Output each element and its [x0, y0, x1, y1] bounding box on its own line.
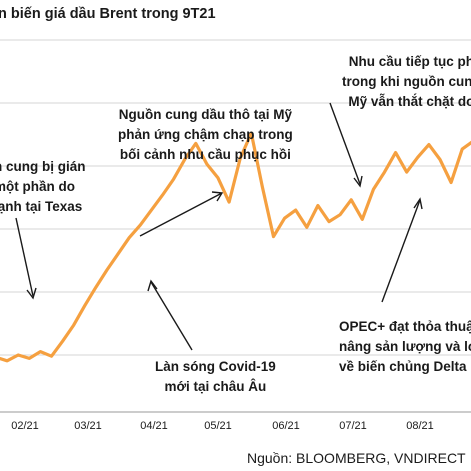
- annotation-covid: Làn sóng Covid-19 mới tại châu Âu: [155, 357, 276, 397]
- annotation-demand-line-3: Mỹ vẫn thắt chặt do: [348, 94, 471, 109]
- arrow-texas: [15, 217, 34, 297]
- arrow-opec: [381, 199, 421, 303]
- annotation-covid-line-1: Làn sóng Covid-19: [155, 359, 276, 374]
- source-note: Nguồn: BLOOMBERG, VNDIRECT: [247, 450, 466, 466]
- annotation-opec-line-1: OPEC+ đạt thỏa thuận: [339, 319, 471, 334]
- x-tick-label: 08/21: [406, 420, 434, 432]
- annotation-texas-line-1: n cung bị gián: [0, 159, 86, 174]
- arrow-demand: [329, 102, 361, 185]
- arrow-us-supply-head: [211, 191, 224, 202]
- x-tick-label: 04/21: [140, 420, 168, 432]
- gridlines: [0, 39, 471, 356]
- annotation-opec-line-3: về biến chủng Delta: [339, 359, 467, 374]
- x-tick-label: 06/21: [272, 420, 300, 432]
- x-tick-label: 05/21: [204, 420, 232, 432]
- arrow-us-supply: [139, 192, 223, 237]
- x-tick-labels: 02/21 03/21 04/21 05/21 06/21 07/21 08/21: [11, 420, 434, 432]
- arrow-covid: [150, 281, 193, 351]
- brent-price-line: [0, 131, 471, 363]
- annotation-opec: OPEC+ đạt thỏa thuận nâng sản lượng và l…: [339, 317, 471, 377]
- annotation-demand-line-1: Nhu cầu tiếp tục ph: [348, 54, 471, 69]
- annotation-opec-line-2: nâng sản lượng và lo n: [339, 339, 471, 354]
- annotation-us-supply-line-2: phản ứng chậm chạp trong: [118, 127, 293, 142]
- annotation-texas-line-2: một phần do: [0, 179, 75, 194]
- annotation-covid-line-2: mới tại châu Âu: [164, 379, 267, 394]
- annotation-us-supply-line-3: bối cảnh nhu cầu phục hồi: [119, 147, 291, 162]
- annotation-us-supply-line-1: Nguồn cung dầu thô tại Mỹ: [118, 107, 293, 122]
- annotation-texas-line-3: lạnh tại Texas: [0, 199, 83, 214]
- annotation-demand-line-2: trong khi nguồn cung: [342, 74, 471, 89]
- arrow-texas-head: [26, 287, 37, 300]
- annotation-demand: Nhu cầu tiếp tục ph trong khi nguồn cung…: [342, 52, 471, 112]
- x-tick-label: 07/21: [339, 420, 367, 432]
- x-tick-label: 02/21: [11, 420, 39, 432]
- arrow-opec-head: [413, 197, 423, 210]
- annotation-us-supply: Nguồn cung dầu thô tại Mỹ phản ứng chậm …: [118, 105, 293, 165]
- annotation-texas: n cung bị gián một phần do lạnh tại Texa…: [0, 157, 86, 217]
- chart-title: n biến giá dầu Brent trong 9T21: [0, 6, 216, 22]
- x-tick-label: 03/21: [74, 420, 102, 432]
- annotation-arrows: [15, 102, 423, 351]
- arrow-covid-head: [147, 279, 158, 292]
- arrow-demand-head: [353, 175, 363, 188]
